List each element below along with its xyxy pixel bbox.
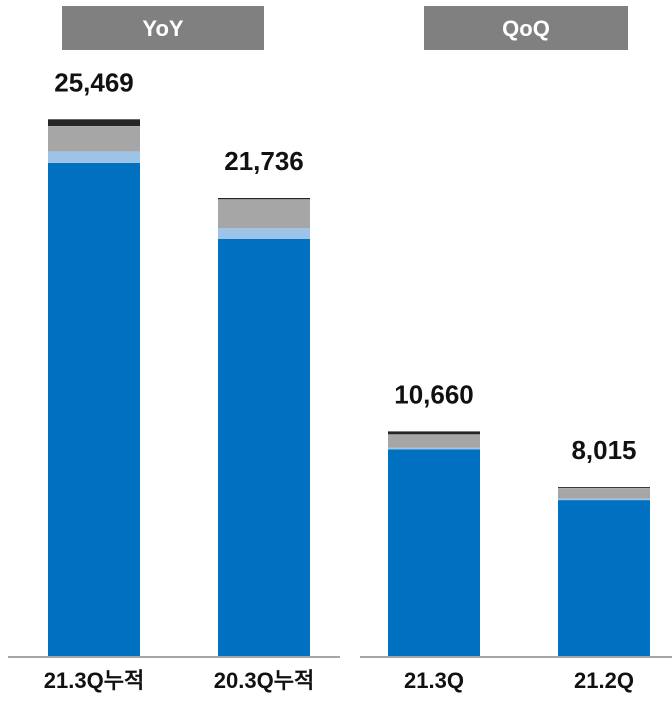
bar-segment-4	[48, 119, 140, 126]
header-box	[424, 6, 628, 50]
total-label: 10,660	[394, 379, 474, 409]
category-label: 21.2Q	[574, 668, 634, 693]
bar-stack-4	[558, 487, 650, 656]
category-label: 21.3Q누적	[44, 668, 144, 693]
bar-segment-4	[558, 487, 650, 488]
bar-segment-2	[48, 151, 140, 163]
total-label: 8,015	[571, 435, 636, 465]
bar-segment-2	[558, 498, 650, 501]
bar-stack-1	[48, 119, 140, 656]
bar-segment-2	[218, 228, 310, 239]
header-qoq: QoQ	[424, 6, 628, 50]
category-label: 20.3Q누적	[214, 668, 314, 693]
bar-stack-3	[388, 431, 480, 656]
bar-segment-4	[388, 431, 480, 435]
bar-segment-1	[218, 238, 310, 657]
bar-segment-3	[48, 126, 140, 152]
bar-segment-1	[388, 449, 480, 656]
bar-segment-4	[218, 198, 310, 200]
bar-segment-1	[48, 162, 140, 656]
category-label: 21.3Q	[404, 668, 464, 693]
header-box	[62, 6, 264, 50]
bar-segment-2	[388, 447, 480, 450]
bar-segment-1	[558, 500, 650, 656]
header-yoy: YoY	[62, 6, 264, 50]
bar-segment-3	[388, 434, 480, 448]
header-label: YoY	[142, 16, 183, 41]
bar-stack-2	[218, 198, 310, 657]
header-label: QoQ	[502, 16, 550, 41]
total-label: 21,736	[224, 146, 304, 176]
bar-segment-3	[218, 199, 310, 229]
total-label: 25,469	[54, 67, 134, 97]
bar-segment-3	[558, 488, 650, 499]
